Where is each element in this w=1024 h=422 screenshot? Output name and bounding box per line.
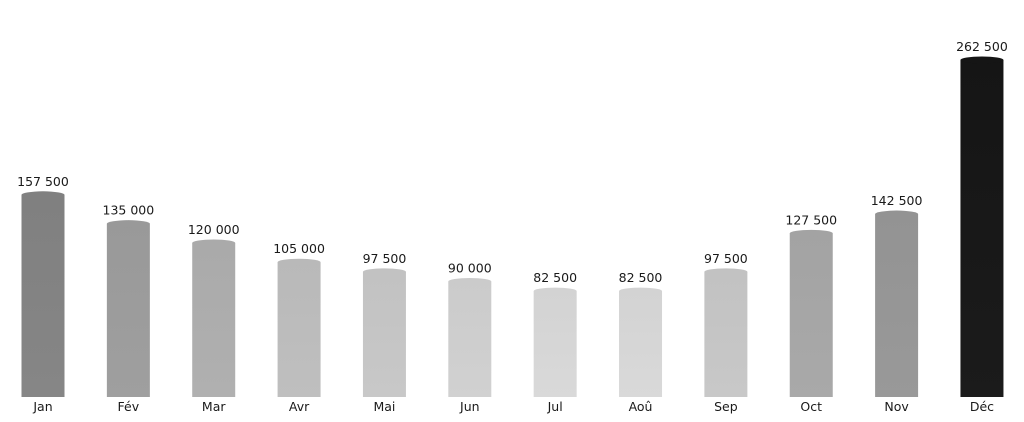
bar-body	[277, 262, 321, 397]
bar-body	[362, 271, 406, 397]
value-label-mar: 120 000	[188, 222, 240, 237]
bar-sep	[704, 268, 748, 397]
category-label-fév: Fév	[118, 399, 140, 414]
bar-body	[704, 271, 748, 397]
category-label-mar: Mar	[202, 399, 226, 414]
bar-body	[533, 291, 577, 397]
bar-cap	[789, 229, 833, 237]
bar-body	[192, 242, 236, 397]
category-label-jun: Jun	[459, 399, 480, 414]
value-labels-layer: 157 500 135 000 120 000 105 000 97 500 90 000…	[17, 39, 1008, 285]
bar-cap	[619, 287, 663, 295]
value-label-avr: 105 000	[273, 241, 325, 256]
bar-déc	[960, 56, 1004, 397]
category-label-déc: Déc	[970, 399, 994, 414]
category-label-mai: Mai	[373, 399, 395, 414]
bars-layer	[21, 56, 1004, 397]
bar-body	[448, 281, 492, 397]
value-label-fév: 135 000	[103, 203, 155, 218]
value-label-jul: 82 500	[533, 270, 577, 285]
bar-aoû	[619, 287, 663, 397]
bar-body	[789, 233, 833, 397]
category-label-sep: Sep	[714, 399, 738, 414]
value-label-oct: 127 500	[785, 212, 837, 227]
bar-oct	[789, 229, 833, 397]
bar-cap	[875, 210, 919, 218]
bar-mar	[192, 239, 236, 397]
bar-nov	[875, 210, 919, 397]
bar-body	[875, 214, 919, 397]
value-label-déc: 262 500	[956, 39, 1008, 54]
category-labels-layer: Jan Fév Mar Avr Mai Jun Jul Aoû Sep Oct Nov Déc	[32, 399, 994, 414]
value-label-mai: 97 500	[363, 251, 407, 266]
bar-cap	[960, 56, 1004, 64]
bar-cap	[277, 258, 321, 266]
category-label-jul: Jul	[547, 399, 563, 414]
bar-body	[106, 223, 150, 397]
category-label-oct: Oct	[800, 399, 822, 414]
value-label-jan: 157 500	[17, 174, 69, 189]
value-label-sep: 97 500	[704, 251, 748, 266]
bar-fév	[106, 220, 150, 397]
category-label-nov: Nov	[884, 399, 909, 414]
value-label-aoû: 82 500	[619, 270, 663, 285]
bar-cap	[533, 287, 577, 295]
bar-body	[21, 194, 65, 397]
value-label-jun: 90 000	[448, 260, 492, 275]
category-label-jan: Jan	[32, 399, 52, 414]
bar-body	[960, 60, 1004, 397]
category-label-avr: Avr	[289, 399, 310, 414]
bar-cap	[704, 268, 748, 276]
bar-cap	[106, 220, 150, 228]
bar-cap	[362, 268, 406, 276]
bar-cap	[21, 191, 65, 199]
bar-cap	[192, 239, 236, 247]
bar-body	[619, 291, 663, 397]
value-label-nov: 142 500	[871, 193, 923, 208]
bar-avr	[277, 258, 321, 397]
bar-mai	[362, 268, 406, 397]
bar-cap	[448, 277, 492, 285]
bar-jun	[448, 277, 492, 397]
category-label-aoû: Aoû	[629, 399, 653, 414]
bar-jul	[533, 287, 577, 397]
bar-jan	[21, 191, 65, 397]
